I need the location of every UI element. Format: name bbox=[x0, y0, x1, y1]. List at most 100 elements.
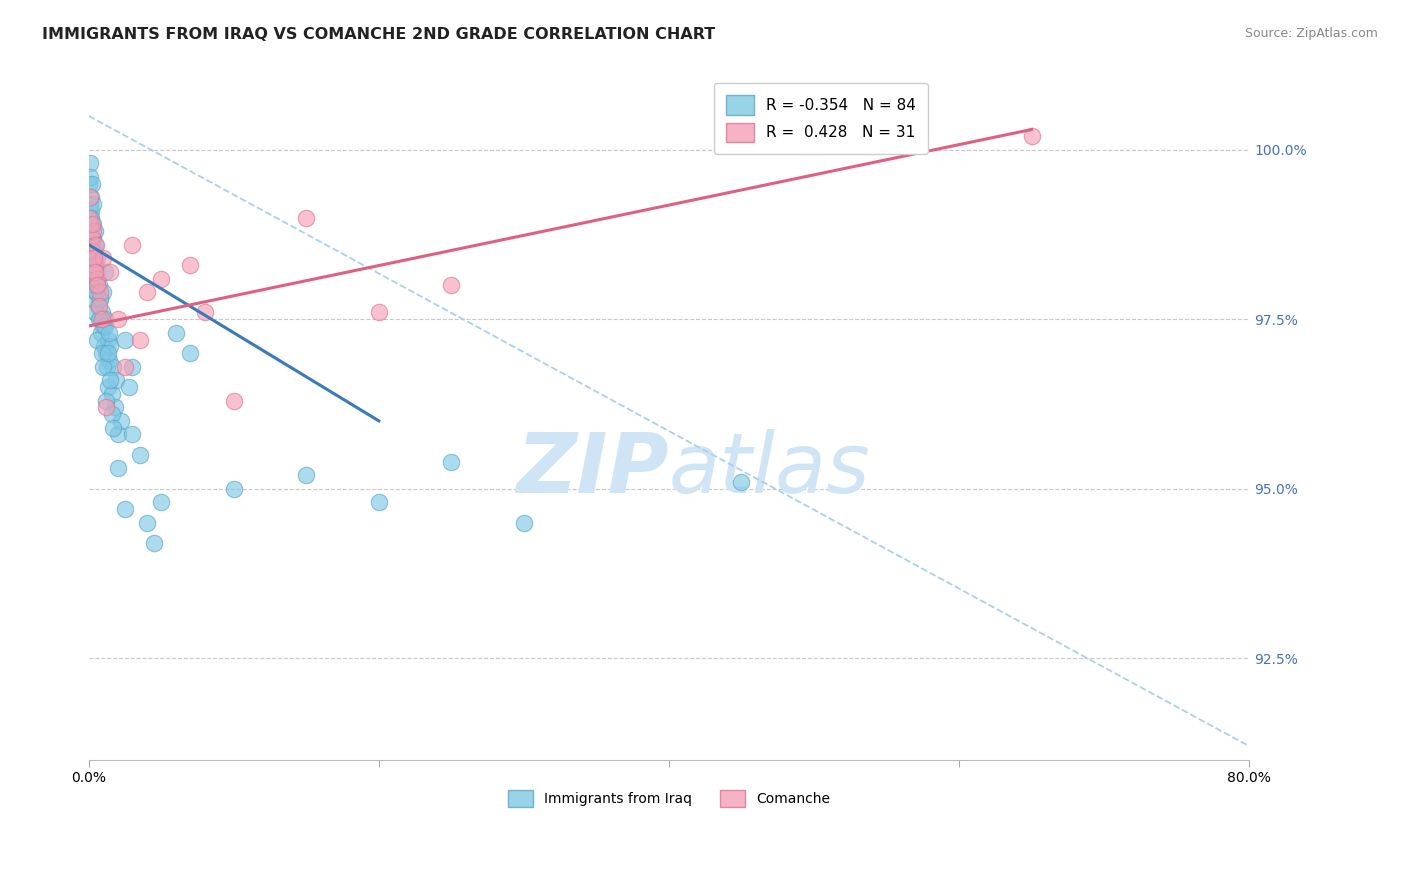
Point bbox=[97, 333, 120, 347]
Point bbox=[79, 211, 101, 225]
Point bbox=[135, 285, 157, 300]
Point bbox=[90, 326, 112, 340]
Point bbox=[79, 190, 101, 204]
Point bbox=[121, 237, 143, 252]
Point bbox=[87, 299, 110, 313]
Point bbox=[83, 244, 105, 259]
Text: ZIP: ZIP bbox=[516, 429, 669, 510]
Point bbox=[93, 339, 115, 353]
Point bbox=[80, 252, 103, 266]
Point bbox=[121, 427, 143, 442]
Point bbox=[150, 495, 173, 509]
Point bbox=[107, 461, 129, 475]
Point bbox=[440, 454, 463, 468]
Point bbox=[179, 346, 201, 360]
Point bbox=[94, 346, 117, 360]
Point bbox=[86, 333, 108, 347]
Point bbox=[1021, 129, 1043, 144]
Point bbox=[179, 258, 201, 272]
Point bbox=[90, 346, 112, 360]
Point bbox=[82, 197, 104, 211]
Point bbox=[103, 420, 125, 434]
Point bbox=[93, 318, 115, 333]
Point bbox=[86, 271, 108, 285]
Point bbox=[83, 252, 105, 266]
Point bbox=[105, 373, 128, 387]
Point bbox=[79, 190, 101, 204]
Point bbox=[367, 305, 389, 319]
Point bbox=[367, 495, 389, 509]
Point bbox=[83, 258, 105, 272]
Point bbox=[94, 265, 117, 279]
Point bbox=[82, 224, 104, 238]
Point bbox=[98, 352, 121, 367]
Point bbox=[83, 305, 105, 319]
Text: atlas: atlas bbox=[669, 429, 870, 510]
Point bbox=[89, 285, 111, 300]
Point bbox=[84, 265, 107, 279]
Point bbox=[295, 468, 318, 483]
Point bbox=[100, 339, 122, 353]
Point bbox=[110, 414, 132, 428]
Point bbox=[82, 218, 104, 232]
Point bbox=[222, 393, 245, 408]
Point bbox=[84, 285, 107, 300]
Point bbox=[80, 224, 103, 238]
Point bbox=[84, 237, 107, 252]
Point bbox=[83, 224, 105, 238]
Legend: Immigrants from Iraq, Comanche: Immigrants from Iraq, Comanche bbox=[499, 781, 838, 815]
Point bbox=[82, 231, 104, 245]
Point bbox=[135, 516, 157, 530]
Point bbox=[86, 252, 108, 266]
Point bbox=[94, 401, 117, 415]
Point bbox=[83, 278, 105, 293]
Point bbox=[100, 373, 122, 387]
Point bbox=[91, 252, 114, 266]
Point bbox=[83, 258, 105, 272]
Point bbox=[80, 203, 103, 218]
Point bbox=[86, 278, 108, 293]
Point bbox=[104, 401, 127, 415]
Point bbox=[295, 211, 318, 225]
Point bbox=[128, 333, 150, 347]
Point bbox=[89, 292, 111, 306]
Point bbox=[82, 177, 104, 191]
Point bbox=[440, 278, 463, 293]
Point bbox=[83, 292, 105, 306]
Point bbox=[513, 516, 536, 530]
Point bbox=[128, 448, 150, 462]
Point bbox=[143, 536, 166, 550]
Point bbox=[79, 156, 101, 170]
Point bbox=[79, 197, 101, 211]
Point bbox=[82, 218, 104, 232]
Point bbox=[89, 312, 111, 326]
Point bbox=[150, 271, 173, 285]
Point bbox=[730, 475, 752, 489]
Point bbox=[90, 312, 112, 326]
Point bbox=[114, 359, 136, 374]
Point bbox=[114, 502, 136, 516]
Point bbox=[93, 312, 115, 326]
Point bbox=[94, 393, 117, 408]
Point bbox=[79, 169, 101, 184]
Point bbox=[114, 333, 136, 347]
Point bbox=[84, 237, 107, 252]
Text: Source: ZipAtlas.com: Source: ZipAtlas.com bbox=[1244, 27, 1378, 40]
Point bbox=[80, 244, 103, 259]
Point bbox=[80, 237, 103, 252]
Point bbox=[80, 231, 103, 245]
Point bbox=[80, 244, 103, 259]
Point bbox=[96, 359, 118, 374]
Point bbox=[82, 258, 104, 272]
Point bbox=[98, 326, 121, 340]
Point bbox=[103, 359, 125, 374]
Point bbox=[79, 211, 101, 225]
Point bbox=[87, 278, 110, 293]
Point bbox=[101, 407, 124, 421]
Point bbox=[222, 482, 245, 496]
Point bbox=[194, 305, 217, 319]
Point bbox=[79, 177, 101, 191]
Point bbox=[118, 380, 141, 394]
Point bbox=[107, 312, 129, 326]
Point bbox=[84, 271, 107, 285]
